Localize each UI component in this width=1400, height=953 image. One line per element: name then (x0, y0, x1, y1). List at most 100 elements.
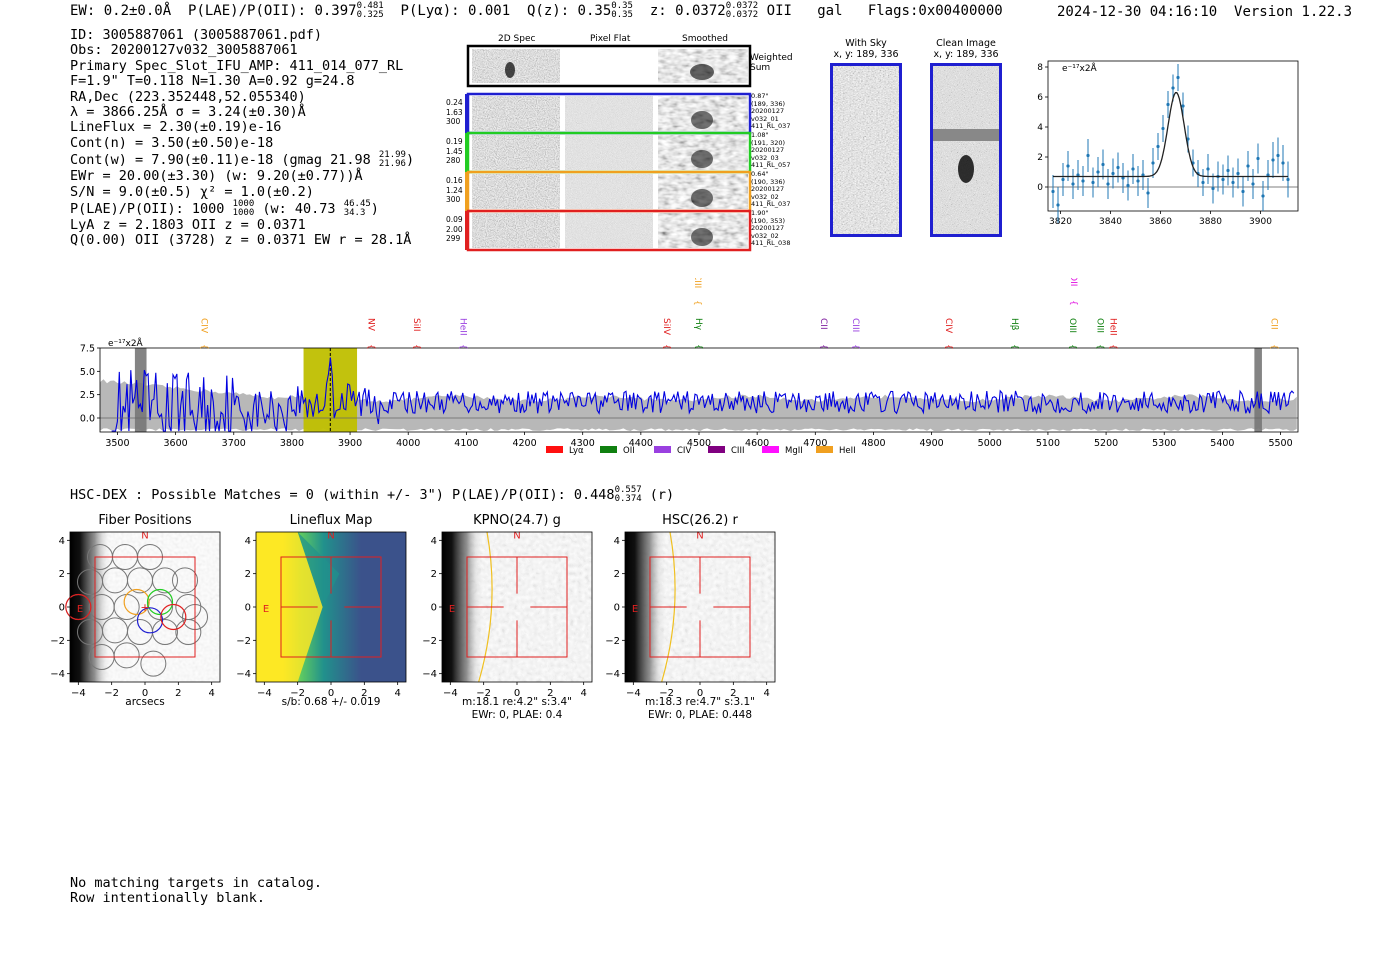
clean-image (930, 63, 1002, 237)
spectrum-line-marker-label-7: CII (818, 318, 828, 330)
image-panel-subtitle-3-0: m:18.1 re:4.2" s:3.4" (462, 696, 572, 708)
spectrum-xtick-label-0: 3500 (105, 438, 129, 449)
cutout-smoothed-source-2 (691, 150, 713, 168)
spectrum-line-marker-12: OIII { (1067, 318, 1077, 350)
spectrum-xtick-label-17: 5200 (1094, 438, 1118, 449)
spectrum-xtick-label-2: 3700 (222, 438, 246, 449)
spectrum-xtick-label-19: 5400 (1210, 438, 1234, 449)
cutout-row-3-right-0: 0.64" (751, 170, 769, 178)
spectrum-line-marker-label-1: NV (366, 318, 376, 332)
cutout-row-3-right-4: 411_RL_037 (751, 200, 791, 209)
spectrum-line-marker-label-11: OII (1068, 278, 1078, 286)
line-fit-point-0 (1051, 189, 1055, 194)
header-plya: P(Lyα): 0.001 (400, 3, 511, 19)
image-ytick-label-3-1: −2 (422, 636, 437, 647)
info-lineflux: LineFlux = 2.30(±0.19)e-16 (70, 119, 282, 136)
line-fit-xtick-label-1: 3840 (1099, 217, 1122, 227)
fiber-highlight-0 (123, 588, 150, 616)
cutout-row-4-right-3: v032_02 (751, 231, 779, 240)
line-fit-point-44 (1271, 158, 1275, 162)
fiber-center-marker: + (140, 601, 149, 614)
image-xtick-label-2-4: 4 (394, 688, 400, 699)
cutout-row-2 (465, 131, 752, 174)
spectrum-line-marker-label-4: SiIV (661, 318, 671, 336)
fiber-circle-7 (172, 567, 198, 594)
line-fit-point-32 (1211, 186, 1215, 191)
line-fit-point-37 (1236, 171, 1240, 176)
cutout-side-bar-1 (465, 94, 468, 133)
info-plae-w: (w: 40.73 (262, 201, 336, 218)
line-fit-point-24 (1171, 86, 1175, 90)
cutout-row-1-left-2: 300 (446, 117, 461, 126)
fiber-circle-17 (175, 619, 202, 645)
spectrum-line-marker-brace-3: { (457, 344, 467, 350)
spectrum-legend-label-1: OII (623, 446, 635, 456)
line-fit-xtick-label-0: 3820 (1049, 217, 1072, 227)
spectrum-line-marker-brace-7: { (818, 344, 828, 350)
info-fit: F=1.9" T=0.118 N=1.30 A=0.92 g=24.8 (70, 73, 355, 90)
image-xtick-label-1-0: −4 (71, 688, 86, 699)
spectrum-legend-label-0: Lyα (569, 446, 584, 456)
spectrum-line-marker-brace-6: { (692, 300, 702, 306)
image-ytick-label-1-2: 0 (59, 603, 65, 614)
line-fit-point-42 (1261, 194, 1265, 198)
image-panel-subtitle-3-1: EWr: 0, PLAE: 0.4 (471, 709, 563, 721)
line-fit-point-8 (1091, 180, 1095, 185)
spectrum-chart: e⁻¹⁷x2Å 3500 3600 3700 3800 3900 4000 4100 4200… (80, 278, 1299, 456)
line-fit-point-41 (1256, 156, 1260, 161)
spectrum-line-marker-label-2: SiII (411, 318, 421, 332)
image-panel-title-2: Lineflux Map (289, 513, 373, 528)
spectrum-line-marker-3: HeII { (457, 318, 467, 350)
spectrum-line-marker-label-13: OIII (1094, 318, 1104, 333)
cutout-row-2-left-0: 0.19 (446, 137, 463, 146)
east-label-3: E (449, 604, 455, 615)
fiber-circle-11 (147, 594, 173, 620)
line-fit-point-1 (1056, 203, 1060, 207)
image-xtick-label-4-1: −2 (659, 688, 674, 699)
line-fit-point-35 (1226, 168, 1230, 173)
header-plae-range: 0.481 0.325 (357, 2, 384, 20)
spectrum-xtick-label-20: 5500 (1268, 438, 1292, 449)
line-fit-point-16 (1131, 167, 1135, 171)
image-ytick-label-4-2: 0 (614, 603, 620, 614)
spectrum-ytick-label-2: 5.0 (80, 367, 95, 378)
info-contw-end: ) (405, 152, 415, 169)
cutout-row-3-right-1: (190, 336) (751, 177, 786, 186)
line-fit-xtick-label-3: 3880 (1199, 217, 1222, 227)
cutout-row-3-right-3: v032_02 (751, 192, 779, 201)
cutout-strips (465, 44, 752, 252)
cutout-row-4-right-1: (190, 353) (751, 216, 786, 225)
image-xtick-label-4-2: 0 (697, 688, 703, 699)
clean-image-coords: x, y: 189, 336 (933, 49, 999, 60)
line-fit-point-9 (1096, 170, 1100, 174)
cutout-pixel-flat-3 (565, 174, 653, 209)
spectrum-line-marker-10: Hβ { (1009, 318, 1019, 350)
line-fit-point-23 (1166, 102, 1170, 107)
header-z: z: 0.0372 (649, 3, 726, 19)
line-fit-point-11 (1106, 182, 1110, 186)
spectrum-xtick-label-16: 5100 (1036, 438, 1060, 449)
info-contw: Cont(w) = 7.90(±0.11)e-18 (gmag 21.98 21… (70, 151, 414, 169)
line-fit-point-17 (1136, 179, 1140, 183)
spectrum-line-marker-8: CIII { (850, 318, 860, 350)
info-contw-lo: 21.96 (378, 159, 406, 170)
info-plae-w-hi: 46.45 (343, 199, 371, 210)
spectrum-ytick-label-0: 0.0 (80, 414, 95, 425)
spectrum-line-marker-brace-12: { (1067, 344, 1077, 350)
spectrum-xtick-label-15: 5000 (978, 438, 1002, 449)
fiber-circle-19 (113, 642, 140, 669)
image-ytick-label-3-2: 0 (431, 603, 437, 614)
image-ytick-label-4-0: −4 (605, 669, 620, 680)
info-contw-text: Cont(w) = 7.90(±0.11)e-18 (gmag 21.98 (70, 152, 371, 169)
cutout-row-2-right-1: (191, 320) (751, 138, 786, 147)
info-plae-lo: 1000 (232, 208, 255, 219)
spectrum-xtick-label-8: 4300 (571, 438, 595, 449)
line-fit-ytick-label-4: 8 (1037, 63, 1043, 73)
with-sky-title: With Sky x, y: 189, 336 (830, 38, 902, 60)
line-fit-xtick-label-2: 3860 (1149, 217, 1172, 227)
lineflux-map-gradient (297, 532, 340, 607)
spectrum-line-marker-brace-13: { (1094, 344, 1104, 350)
spectrum-legend-swatch-5 (816, 446, 833, 453)
spectrum-xtick-label-4: 3900 (338, 438, 362, 449)
